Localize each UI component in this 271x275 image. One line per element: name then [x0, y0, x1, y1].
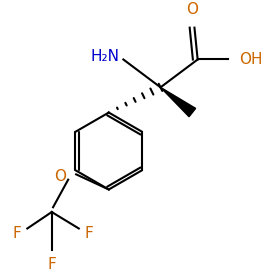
- Polygon shape: [160, 87, 196, 117]
- Text: O: O: [54, 169, 66, 184]
- Text: F: F: [85, 226, 94, 241]
- Text: OH: OH: [239, 52, 262, 67]
- Text: H₂N: H₂N: [91, 49, 120, 64]
- Text: O: O: [186, 2, 198, 17]
- Text: F: F: [47, 257, 56, 272]
- Text: F: F: [12, 226, 21, 241]
